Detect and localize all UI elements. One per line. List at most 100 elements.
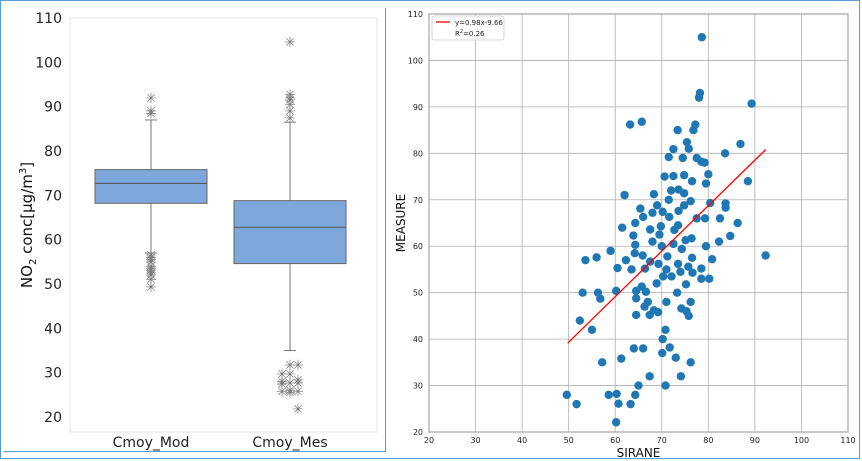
data-point — [638, 212, 648, 222]
y-tick-label: 90 — [413, 103, 423, 112]
outlier-marker: ✳ — [145, 250, 157, 266]
y-tick-label: 20 — [413, 428, 423, 437]
y-tick-label: 90 — [44, 100, 62, 116]
data-point — [640, 264, 650, 273]
data-point — [613, 263, 622, 273]
y-tick-label: 50 — [413, 289, 423, 298]
legend-r2-part: =0.26 — [463, 30, 485, 38]
x-tick-label: 100 — [794, 436, 809, 445]
data-point — [638, 251, 647, 260]
outlier-marker: ✳ — [145, 268, 157, 284]
box-cmoy-mod: ✳✳✳✳✳✳✳✳✳✳✳✳✳✳ — [94, 91, 208, 296]
data-point — [581, 255, 590, 265]
x-tick-label: 70 — [657, 436, 667, 445]
data-point — [634, 381, 643, 390]
x-tick-label: 110 — [840, 436, 855, 445]
y-axis-label-part: 2 — [28, 259, 39, 265]
data-point — [629, 344, 639, 353]
outlier-marker: ✳ — [276, 375, 288, 391]
data-point — [617, 354, 626, 363]
data-point — [662, 265, 671, 274]
x-tick-label: Cmoy_Mes — [252, 435, 327, 451]
data-point — [700, 158, 709, 167]
y-tick-label: 80 — [44, 144, 62, 160]
data-point — [656, 222, 666, 231]
data-point — [682, 137, 692, 147]
outlier-marker: ✳ — [276, 367, 288, 383]
outlier-marker: ✳ — [276, 377, 288, 393]
data-point — [652, 201, 662, 210]
data-point — [641, 287, 651, 296]
data-point — [697, 33, 707, 42]
outlier-marker: ✳ — [145, 266, 157, 282]
outlier-marker: ✳ — [145, 273, 157, 289]
data-point — [736, 139, 745, 149]
outlier-marker: ✳ — [145, 253, 157, 269]
y-tick-label: 30 — [44, 366, 62, 382]
y-tick-label: 60 — [413, 242, 423, 251]
data-point — [684, 144, 693, 153]
data-point — [676, 372, 686, 381]
data-point — [654, 259, 663, 269]
data-point — [631, 310, 641, 320]
outlier-marker: ✳ — [292, 402, 304, 418]
data-point — [673, 125, 682, 135]
data-point — [692, 214, 701, 223]
x-tick-label: 90 — [750, 436, 760, 445]
data-point — [645, 225, 655, 234]
data-point — [697, 274, 706, 283]
data-point — [694, 93, 704, 102]
data-point — [631, 294, 641, 303]
data-point — [667, 272, 676, 281]
x-tick-label: 50 — [564, 436, 574, 445]
outlier-marker: ✳ — [284, 383, 296, 399]
regression-line — [567, 149, 767, 344]
data-point — [686, 297, 695, 307]
data-point — [679, 189, 689, 198]
data-point — [678, 153, 687, 163]
data-point — [629, 231, 638, 240]
x-tick-label: Cmoy_Mod — [113, 435, 190, 451]
outlier-marker: ✳ — [284, 367, 296, 383]
outlier-marker: ✳ — [145, 248, 157, 264]
outlier-marker: ✳ — [284, 376, 296, 392]
outlier-marker: ✳ — [284, 93, 296, 109]
data-point — [676, 267, 685, 276]
y-axis-label: MEASURE — [394, 194, 408, 252]
y-tick-label: 70 — [44, 188, 62, 204]
data-point — [630, 248, 639, 258]
data-point — [631, 240, 640, 250]
data-point — [747, 99, 756, 108]
data-point — [689, 125, 698, 135]
y-tick-label: 60 — [44, 233, 62, 249]
outlier-marker: ✳ — [145, 259, 157, 275]
data-point — [665, 212, 674, 222]
outlier-marker: ✳ — [284, 91, 296, 107]
data-point — [679, 170, 689, 180]
data-point — [648, 208, 657, 217]
data-point — [637, 117, 646, 126]
data-point — [674, 206, 683, 216]
data-point — [655, 230, 664, 239]
data-point — [653, 307, 663, 317]
y-tick-label: 100 — [35, 55, 62, 71]
outlier-marker: ✳ — [145, 280, 157, 296]
y-tick-label: 70 — [413, 196, 423, 205]
data-point — [612, 389, 621, 399]
data-point — [626, 399, 635, 409]
data-point — [681, 235, 690, 245]
data-point — [627, 265, 636, 274]
outlier-marker: ✳ — [276, 384, 288, 400]
data-point — [707, 255, 717, 264]
outlier-marker: ✳ — [145, 106, 157, 122]
data-point — [761, 251, 770, 260]
data-point — [658, 207, 667, 217]
data-point — [625, 120, 635, 129]
data-point — [664, 152, 673, 162]
data-point — [621, 255, 631, 265]
outlier-marker: ✳ — [145, 261, 157, 277]
data-point — [604, 390, 613, 400]
data-point — [677, 244, 686, 254]
data-point — [648, 237, 657, 246]
